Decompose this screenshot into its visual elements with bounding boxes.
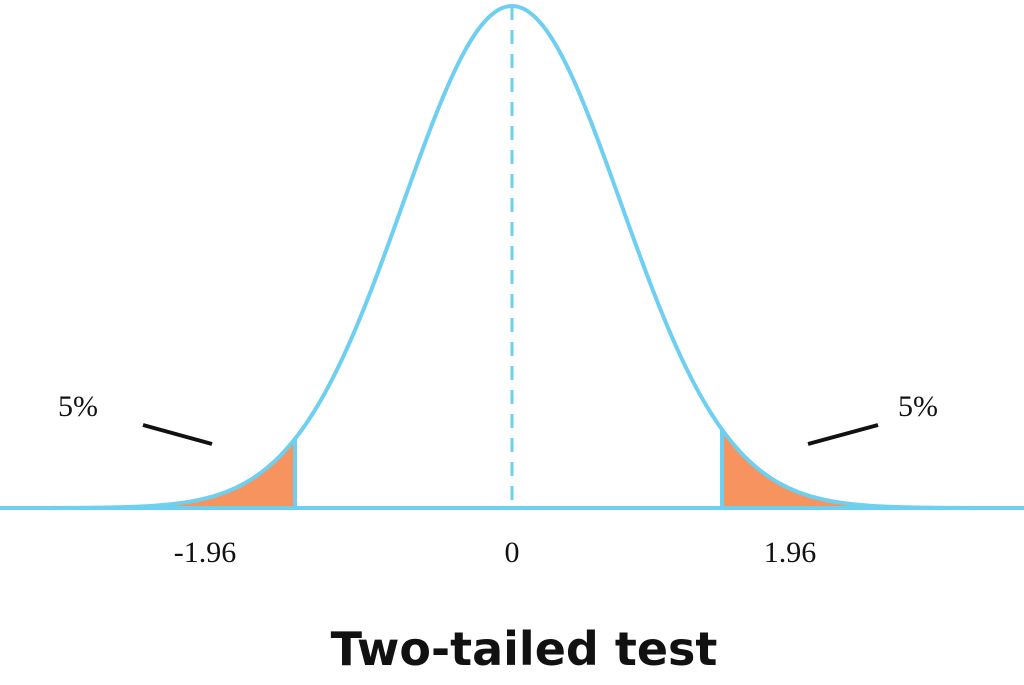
- axis-label: -1.96: [174, 536, 237, 569]
- leader-line: [142, 423, 213, 446]
- leader-line: [807, 423, 879, 446]
- shaded-tail: [0, 440, 295, 508]
- annotation: 5%: [898, 390, 938, 423]
- annotation: 5%: [58, 390, 98, 423]
- bell-curve: [0, 3, 1024, 510]
- shaded-tail: [722, 429, 1024, 508]
- title: Two-tailed test: [331, 622, 718, 676]
- axis-label: 0: [505, 536, 520, 569]
- axis-label: 1.96: [764, 536, 817, 569]
